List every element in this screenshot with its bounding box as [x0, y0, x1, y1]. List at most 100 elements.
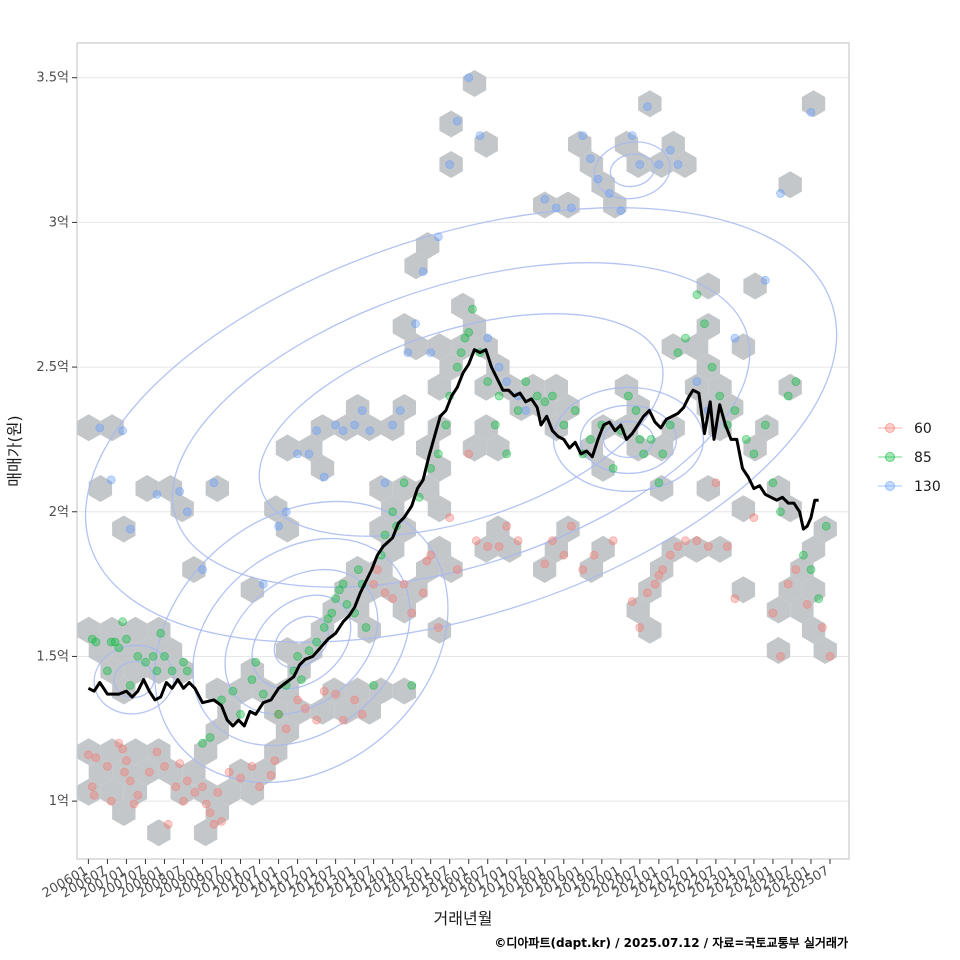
point-60	[133, 790, 143, 800]
hexbin-cell	[334, 576, 358, 604]
point-85	[342, 600, 352, 609]
point-60	[198, 782, 207, 792]
point-60	[175, 759, 185, 768]
point-130	[494, 362, 504, 372]
point-60	[791, 565, 801, 574]
hexbin-cell	[696, 475, 720, 502]
point-60	[483, 542, 493, 551]
point-60	[445, 513, 455, 522]
point-60	[91, 753, 101, 763]
point-60	[399, 579, 409, 589]
point-85	[707, 362, 717, 372]
plot-border	[76, 42, 850, 860]
hexbin-cell	[462, 434, 487, 462]
y-tick-label: 3.5억	[36, 71, 69, 86]
point-130	[540, 194, 550, 204]
point-60	[122, 756, 131, 765]
hexbin-cell	[345, 677, 370, 705]
point-130	[319, 472, 329, 482]
point-130	[388, 420, 398, 430]
point-85	[608, 463, 618, 473]
contour-line	[602, 420, 655, 459]
hexbin-cell	[275, 718, 300, 745]
point-60	[380, 588, 390, 598]
hexbin-cell	[77, 414, 101, 442]
hexbin-cell	[193, 819, 218, 847]
point-60	[160, 762, 169, 771]
point-85	[338, 579, 348, 589]
hexbin-cell	[404, 333, 428, 361]
legend: 60 85 130	[878, 421, 941, 495]
hexbin-cell	[112, 758, 136, 786]
contour-line	[258, 313, 664, 537]
point-130	[118, 426, 127, 436]
point-85	[658, 449, 668, 459]
point-85	[586, 434, 595, 444]
point-60	[369, 579, 379, 589]
point-130	[452, 116, 462, 126]
point-85	[715, 391, 725, 401]
point-60	[224, 767, 234, 777]
point-85	[361, 623, 371, 632]
point-85	[692, 290, 702, 300]
point-60	[118, 744, 127, 754]
point-85	[730, 406, 740, 415]
point-60	[247, 762, 257, 771]
y-axis: 1억 1.5억 2억 2.5억 3억 3.5억	[36, 71, 77, 809]
point-130	[209, 478, 219, 488]
point-85	[331, 594, 341, 603]
hexbin-cell	[100, 778, 124, 806]
point-60	[129, 799, 139, 809]
point-60	[217, 817, 226, 826]
hexbin-cell	[626, 434, 650, 462]
point-130	[551, 203, 561, 213]
point-85	[148, 652, 158, 661]
hexbin-cell	[731, 576, 756, 604]
point-60	[331, 689, 341, 699]
point-85	[91, 637, 101, 647]
point-85	[319, 623, 329, 632]
y-tick-label: 2.5억	[36, 360, 69, 375]
point-85	[799, 550, 808, 560]
point-85	[791, 377, 801, 387]
hexbin-cell	[334, 697, 358, 725]
hexbin-cell	[638, 616, 662, 644]
legend-label-130: 130	[914, 479, 941, 495]
point-85	[293, 652, 303, 661]
hexbin-cell	[731, 495, 756, 523]
hexbin-cell	[486, 353, 510, 381]
hexbin-cell	[556, 191, 580, 219]
hexbin-cell	[158, 475, 183, 502]
legend-label-60: 60	[914, 421, 932, 437]
point-85	[327, 608, 337, 618]
legend-key-130	[885, 481, 895, 491]
point-85	[494, 391, 504, 401]
point-60	[120, 767, 129, 777]
hexbin-cell	[755, 414, 779, 442]
point-85	[167, 666, 177, 676]
hexbin-cell	[474, 535, 498, 563]
point-60	[452, 565, 462, 574]
point-130	[182, 507, 192, 517]
hexbin-cell	[123, 657, 148, 685]
hexbin-cell	[684, 333, 709, 361]
hexbin-cell	[474, 373, 498, 401]
point-130	[365, 426, 375, 436]
hexbin-cell	[649, 434, 674, 462]
hexbin-cell	[544, 535, 568, 563]
point-130	[312, 426, 322, 436]
hexbin-cell	[451, 292, 475, 320]
point-60	[703, 542, 713, 551]
point-130	[654, 160, 664, 169]
point-60	[818, 623, 827, 632]
point-60	[300, 704, 310, 713]
point-60	[665, 550, 675, 560]
point-60	[540, 559, 550, 569]
hexbin-cell	[100, 738, 124, 766]
point-130	[411, 319, 420, 329]
point-60	[589, 550, 599, 560]
point-85	[205, 733, 215, 742]
point-130	[331, 420, 341, 430]
hexbin-cell	[112, 799, 136, 826]
